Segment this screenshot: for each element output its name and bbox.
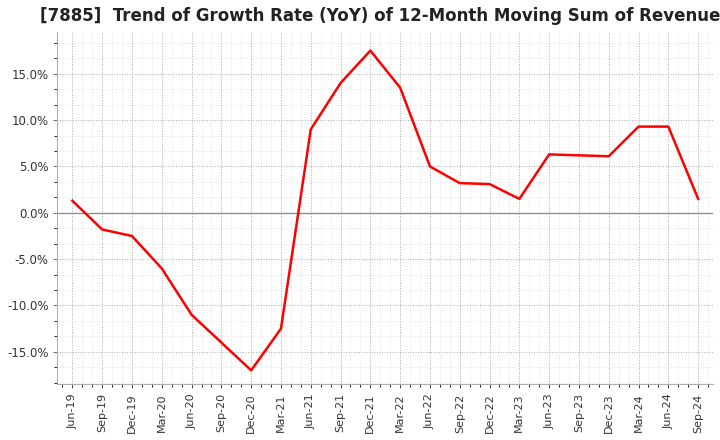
Title: [7885]  Trend of Growth Rate (YoY) of 12-Month Moving Sum of Revenues: [7885] Trend of Growth Rate (YoY) of 12-… [40,7,720,25]
